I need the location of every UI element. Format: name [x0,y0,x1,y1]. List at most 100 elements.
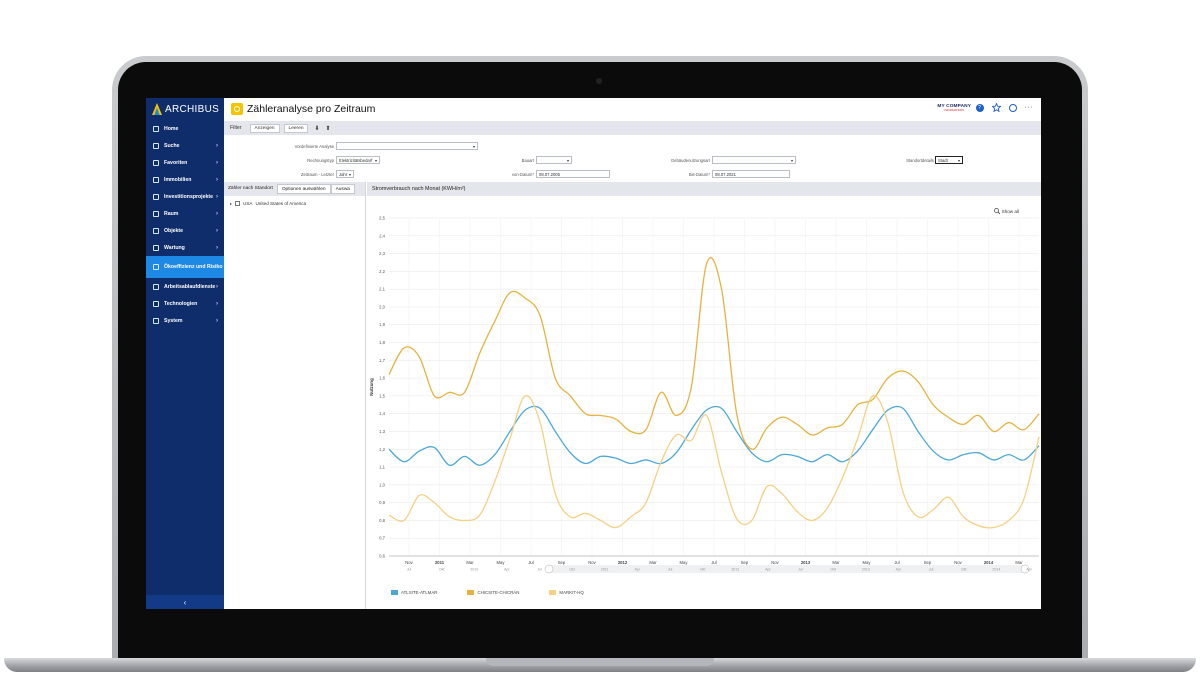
tree-code: USA [243,201,253,206]
y-tick-label: 0,6 [379,554,385,559]
from-date-input[interactable]: 08.07.2005 [536,170,610,178]
navigator-label: Apr [765,568,771,572]
building-usage-label: Gebäudenutzungsart [670,158,710,163]
star-icon [153,159,159,166]
tab-select-options[interactable]: Optionen auswählen [276,184,331,194]
home-icon [153,125,159,132]
building-usage-select[interactable]: ▾ [712,156,796,164]
show-all-button[interactable]: Show all [993,208,1019,214]
location-details-value: Stadt [938,158,948,163]
sidebar-item-favoriten[interactable]: Favoriten › [146,154,224,171]
sidebar-item-system[interactable]: System › [146,312,224,329]
x-tick-label: Nov [405,560,413,565]
arrow-up-icon[interactable]: ⬆ [325,125,331,132]
y-tick-label: 2,3 [379,251,385,256]
x-tick-label: Nov [588,560,596,565]
navigator-label: 2014 [992,568,1000,572]
sidebar-item-raum[interactable]: Raum › [146,205,224,222]
sidebar-item-label: Raum [164,210,179,217]
bill-type-select[interactable]: Elektrizitätsbedarf ▾ [336,156,380,164]
chevron-right-icon: › [216,283,218,290]
wrench-icon [153,244,159,251]
legend-label: CHICSITE-CHICRAN [477,590,520,595]
navigator-label: Apr [635,568,641,572]
collapse-sidebar-button[interactable]: ‹ [146,595,224,609]
navigator-label: Okt [569,568,575,572]
chart-panel-title: Stromverbrauch nach Monat (KWH/m²) [367,182,1041,196]
tree-name: United States of America [255,201,307,206]
construction-select[interactable]: ▾ [536,156,572,164]
favorites-settings-icon[interactable] [991,103,1001,112]
navigator-handle-left [544,564,554,574]
navigator-handle-right [1020,564,1030,574]
tree-row[interactable]: ▸ USA United States of America [224,196,365,211]
x-tick-label: Nov [771,560,779,565]
sidebar-item-technologien[interactable]: Technologien › [146,295,224,312]
chevron-down-icon: ▾ [566,158,569,163]
brand-name: ARCHIBUS [165,103,220,115]
sidebar-item-ökoeffizienz-und-risiko[interactable]: Ökoeffizienz und Risiko › [146,256,224,278]
show-button[interactable]: Anzeigen [249,123,280,133]
x-tick-label: 2012 [618,560,628,565]
expand-icon[interactable]: ▸ [230,201,233,206]
arrow-down-icon[interactable]: ⬇ [314,125,320,132]
y-tick-label: 0,9 [379,500,385,505]
sidebar-item-wartung[interactable]: Wartung › [146,239,224,256]
x-tick-label: Mar [1015,560,1023,565]
navigator-label: 2010 [470,568,478,572]
navigator-label: 2012 [731,568,739,572]
chevron-right-icon: › [216,317,218,324]
help-icon[interactable]: ? [975,103,984,112]
legend-label: MARKIT-HQ [559,590,584,595]
chevron-right-icon: › [216,193,218,200]
show-all-label: Show all [1001,208,1019,214]
navigator-label: Jul [407,568,412,572]
sidebar-item-objekte[interactable]: Objekte › [146,222,224,239]
left-panel-tabs: Zähler nach Standort Optionen auswählen … [224,182,365,196]
x-tick-label: Mar [466,560,474,565]
sidebar-item-immobilien[interactable]: Immobilien › [146,171,224,188]
y-axis-title: Nutzung [369,378,374,396]
period-select[interactable]: Jahr ▾ [336,170,354,178]
tree-checkbox[interactable] [235,201,241,206]
sidebar-item-home[interactable]: Home [146,120,224,137]
meter-tree-panel: Zähler nach Standort Optionen auswählen … [224,182,366,609]
company-sub: INFORMATIONS [944,109,965,112]
sidebar-item-investitionsprojekte[interactable]: Investitionsprojekte › [146,188,224,205]
line-chart: 0,6 0,7 0,8 0,9 1,0 1,1 1,2 1,3 1,4 1,5 1,6 1,7 1,8 1… [369,216,1040,574]
more-menu-icon[interactable]: ··· [1024,104,1033,111]
chevron-down-icon: ▾ [957,158,960,163]
x-tick-label: Sep [558,560,566,565]
chevron-right-icon: › [216,264,218,270]
tab-meters-by-location[interactable]: Zähler nach Standort [228,186,273,191]
sidebar-item-label: Investitionsprojekte [164,193,214,200]
tab-selection[interactable]: Auswa [330,184,355,194]
top-bar: Zähleranalyse pro Zeitraum MY COMPANY IN… [224,98,1041,120]
clear-button[interactable]: Leeren [283,123,309,133]
sidebar-item-suche[interactable]: Suche › [146,137,224,154]
navigator-label: Okt [830,568,836,572]
app-icon [231,103,243,115]
location-details-select[interactable]: Stadt ▾ [935,156,963,164]
legend-item[interactable]: CHICSITE-CHICRAN [467,590,519,595]
predefined-analysis-select[interactable]: ▾ [336,142,478,150]
navigator-label: Okt [961,568,967,572]
user-avatar-icon[interactable] [1008,103,1017,112]
chevron-down-icon: ▾ [348,172,351,177]
sidebar-nav: Home Suche › Favoriten › Immobilien › Investiti… [146,120,224,329]
sidebar-item-arbeitsablaufdienste[interactable]: Arbeitsablaufdienste › [146,278,224,295]
from-date-value: 08.07.2005 [539,172,560,177]
y-tick-label: 1,5 [379,393,385,398]
sidebar-item-label: Objekte [164,227,184,234]
sidebar-item-label: Wartung [164,244,185,251]
y-tick-label: 1,8 [379,340,385,345]
navigator-range [549,565,1025,573]
chevron-right-icon: › [216,244,218,251]
legend-item[interactable]: MARKIT-HQ [549,590,584,595]
brand[interactable]: ARCHIBUS [146,98,224,120]
zoom-icon [993,208,1000,214]
legend-item[interactable]: ATLSITE-ATLMAR [391,590,437,595]
asset-icon [153,227,159,234]
navigator-label: Apr [504,568,510,572]
to-date-input[interactable]: 08.07.2021 [712,170,790,178]
